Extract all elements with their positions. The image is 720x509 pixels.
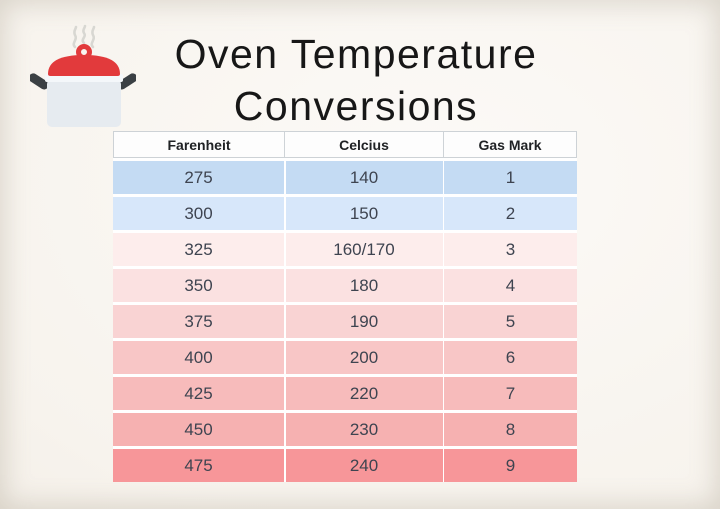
cell-farenheit: 475	[113, 449, 284, 482]
cell-gas-mark: 7	[444, 377, 577, 410]
cell-celcius: 230	[285, 413, 443, 446]
cell-gas-mark: 9	[444, 449, 577, 482]
cell-farenheit: 275	[113, 161, 284, 194]
pot-lid	[48, 55, 120, 76]
table-row: 350 180 4	[113, 269, 577, 302]
cell-celcius: 180	[285, 269, 443, 302]
column-header-celcius: Celcius	[284, 132, 443, 157]
conversion-table: Farenheit Celcius Gas Mark 275 140 1 300…	[113, 131, 577, 482]
cell-farenheit: 425	[113, 377, 284, 410]
cell-celcius: 190	[285, 305, 443, 338]
table-row: 300 150 2	[113, 197, 577, 230]
page-title-line2: Conversions	[233, 83, 479, 129]
page-title: Oven Temperature Conversions	[92, 28, 620, 132]
table-body: 275 140 1 300 150 2 325 160/170 3 350 18…	[113, 158, 577, 482]
table-row: 450 230 8	[113, 413, 577, 446]
steam-icon	[90, 25, 96, 49]
table-row: 475 240 9	[113, 449, 577, 482]
table-row: 400 200 6	[113, 341, 577, 374]
cell-gas-mark: 8	[444, 413, 577, 446]
table-header-row: Farenheit Celcius Gas Mark	[113, 131, 577, 158]
cooking-pot-icon	[30, 24, 136, 127]
cell-farenheit: 325	[113, 233, 284, 266]
cell-celcius: 140	[285, 161, 443, 194]
cell-gas-mark: 3	[444, 233, 577, 266]
pot-handle-right	[117, 73, 136, 90]
table-row: 275 140 1	[113, 161, 577, 194]
cell-celcius: 200	[285, 341, 443, 374]
cell-gas-mark: 6	[444, 341, 577, 374]
column-header-gas-mark: Gas Mark	[443, 132, 576, 157]
steam-icon	[72, 25, 78, 49]
steam-icon	[81, 24, 87, 45]
cell-farenheit: 400	[113, 341, 284, 374]
cell-gas-mark: 1	[444, 161, 577, 194]
cell-gas-mark: 4	[444, 269, 577, 302]
column-header-farenheit: Farenheit	[167, 136, 231, 153]
cell-farenheit: 350	[113, 269, 284, 302]
cell-farenheit: 375	[113, 305, 284, 338]
cell-gas-mark: 2	[444, 197, 577, 230]
pot-handle-left	[30, 73, 49, 90]
table-row: 375 190 5	[113, 305, 577, 338]
cell-celcius: 150	[285, 197, 443, 230]
cell-celcius: 160/170	[285, 233, 443, 266]
table-row: 325 160/170 3	[113, 233, 577, 266]
cell-celcius: 220	[285, 377, 443, 410]
page-title-line1: Oven Temperature	[174, 31, 538, 77]
table-row: 425 220 7	[113, 377, 577, 410]
pot-body	[47, 79, 121, 127]
cell-farenheit: 450	[113, 413, 284, 446]
cell-farenheit: 300	[113, 197, 284, 230]
cell-celcius: 240	[285, 449, 443, 482]
cell-gas-mark: 5	[444, 305, 577, 338]
